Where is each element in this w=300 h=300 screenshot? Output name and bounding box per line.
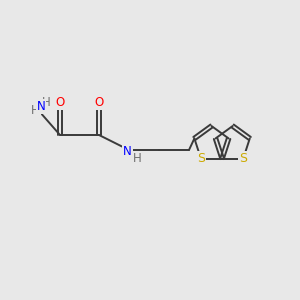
Text: H: H — [31, 104, 40, 117]
Text: S: S — [239, 152, 247, 165]
Text: S: S — [197, 152, 205, 165]
Text: N: N — [123, 145, 132, 158]
Text: H: H — [133, 152, 142, 165]
Text: O: O — [56, 96, 64, 109]
Text: N: N — [37, 100, 46, 113]
Text: O: O — [94, 96, 103, 109]
Text: H: H — [42, 96, 51, 109]
